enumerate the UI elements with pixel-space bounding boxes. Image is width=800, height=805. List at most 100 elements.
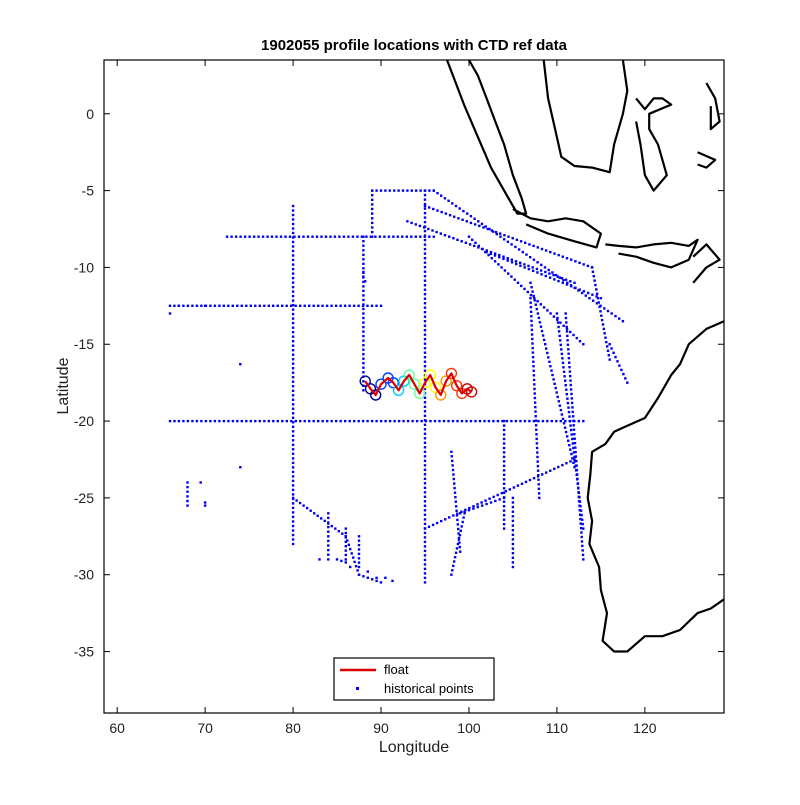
historical-point	[502, 491, 506, 494]
historical-point	[556, 275, 559, 278]
historical-point	[291, 448, 295, 451]
historical-point	[288, 235, 292, 238]
historical-point	[291, 479, 295, 483]
historical-point	[200, 419, 203, 423]
historical-point	[272, 419, 275, 423]
historical-point	[536, 261, 539, 264]
historical-point	[550, 419, 553, 423]
historical-point	[580, 514, 583, 517]
historical-point	[291, 412, 295, 415]
historical-point	[511, 496, 515, 500]
historical-point	[291, 475, 295, 478]
historical-point	[595, 292, 599, 295]
historical-point	[423, 491, 427, 494]
historical-point	[362, 366, 365, 369]
historical-point	[480, 222, 484, 226]
historical-point	[451, 569, 454, 572]
historical-point	[566, 281, 569, 284]
historical-point	[606, 309, 610, 313]
historical-point	[564, 312, 567, 315]
historical-point	[357, 565, 361, 569]
historical-point	[472, 505, 475, 508]
historical-point	[530, 315, 533, 318]
historical-point	[469, 215, 473, 218]
historical-point	[490, 229, 493, 232]
historical-point	[469, 221, 473, 225]
historical-point	[423, 441, 427, 444]
historical-point	[568, 366, 571, 369]
historical-point	[422, 226, 426, 229]
historical-point	[471, 238, 474, 241]
historical-point	[281, 304, 284, 307]
historical-point	[541, 334, 545, 337]
historical-point	[423, 459, 427, 462]
historical-point	[362, 312, 365, 315]
legend-float-label: float	[384, 662, 409, 677]
axes-frame	[103, 59, 725, 714]
historical-point	[468, 506, 471, 510]
historical-point	[423, 455, 427, 458]
historical-point	[573, 460, 577, 463]
historical-point	[493, 254, 497, 257]
historical-point	[291, 344, 295, 347]
historical-point	[525, 253, 528, 256]
historical-point	[351, 235, 355, 238]
historical-point	[575, 468, 579, 472]
historical-point	[507, 272, 510, 275]
historical-point	[362, 294, 365, 297]
historical-point	[523, 263, 526, 266]
historical-point	[285, 304, 288, 307]
historical-point	[410, 189, 413, 192]
historical-point	[397, 419, 401, 423]
historical-point	[531, 351, 535, 354]
historical-point	[203, 501, 207, 504]
historical-point	[423, 396, 427, 399]
historical-point	[453, 491, 457, 494]
historical-point	[571, 410, 574, 414]
historical-point	[573, 281, 576, 284]
historical-point	[327, 530, 330, 533]
historical-point	[567, 406, 570, 409]
historical-point	[503, 269, 507, 272]
historical-point	[291, 416, 295, 419]
historical-point	[600, 318, 604, 322]
historical-point	[529, 310, 533, 313]
historical-point	[579, 522, 582, 525]
historical-point	[423, 401, 427, 404]
historical-point	[538, 496, 541, 500]
float-profile-marker	[359, 375, 371, 387]
historical-point	[581, 522, 584, 526]
historical-point	[572, 424, 575, 427]
historical-point	[423, 204, 427, 208]
historical-point	[357, 543, 361, 547]
historical-point	[362, 321, 365, 324]
x-tick-label: 70	[197, 720, 213, 736]
historical-point	[405, 235, 408, 238]
historical-point	[539, 303, 542, 306]
historical-point	[474, 419, 477, 423]
historical-point	[458, 207, 461, 210]
historical-point	[618, 364, 621, 367]
historical-point	[507, 235, 510, 238]
historical-point	[564, 379, 567, 382]
historical-point	[521, 250, 524, 254]
x-tick-label: 60	[109, 720, 125, 736]
historical-point	[568, 361, 571, 364]
historical-point	[209, 304, 212, 307]
historical-point	[263, 304, 266, 307]
historical-point	[488, 497, 491, 500]
historical-point	[531, 269, 535, 272]
historical-point	[571, 457, 574, 460]
historical-point	[344, 527, 347, 530]
historical-point	[450, 450, 453, 453]
historical-point	[291, 254, 295, 257]
historical-point	[586, 264, 590, 268]
historical-point	[484, 250, 487, 254]
historical-point	[559, 343, 562, 347]
historical-point	[549, 365, 552, 368]
historical-point	[477, 220, 480, 223]
historical-point	[582, 263, 585, 266]
historical-point	[464, 508, 467, 512]
historical-point	[511, 533, 515, 536]
historical-point	[462, 516, 465, 519]
